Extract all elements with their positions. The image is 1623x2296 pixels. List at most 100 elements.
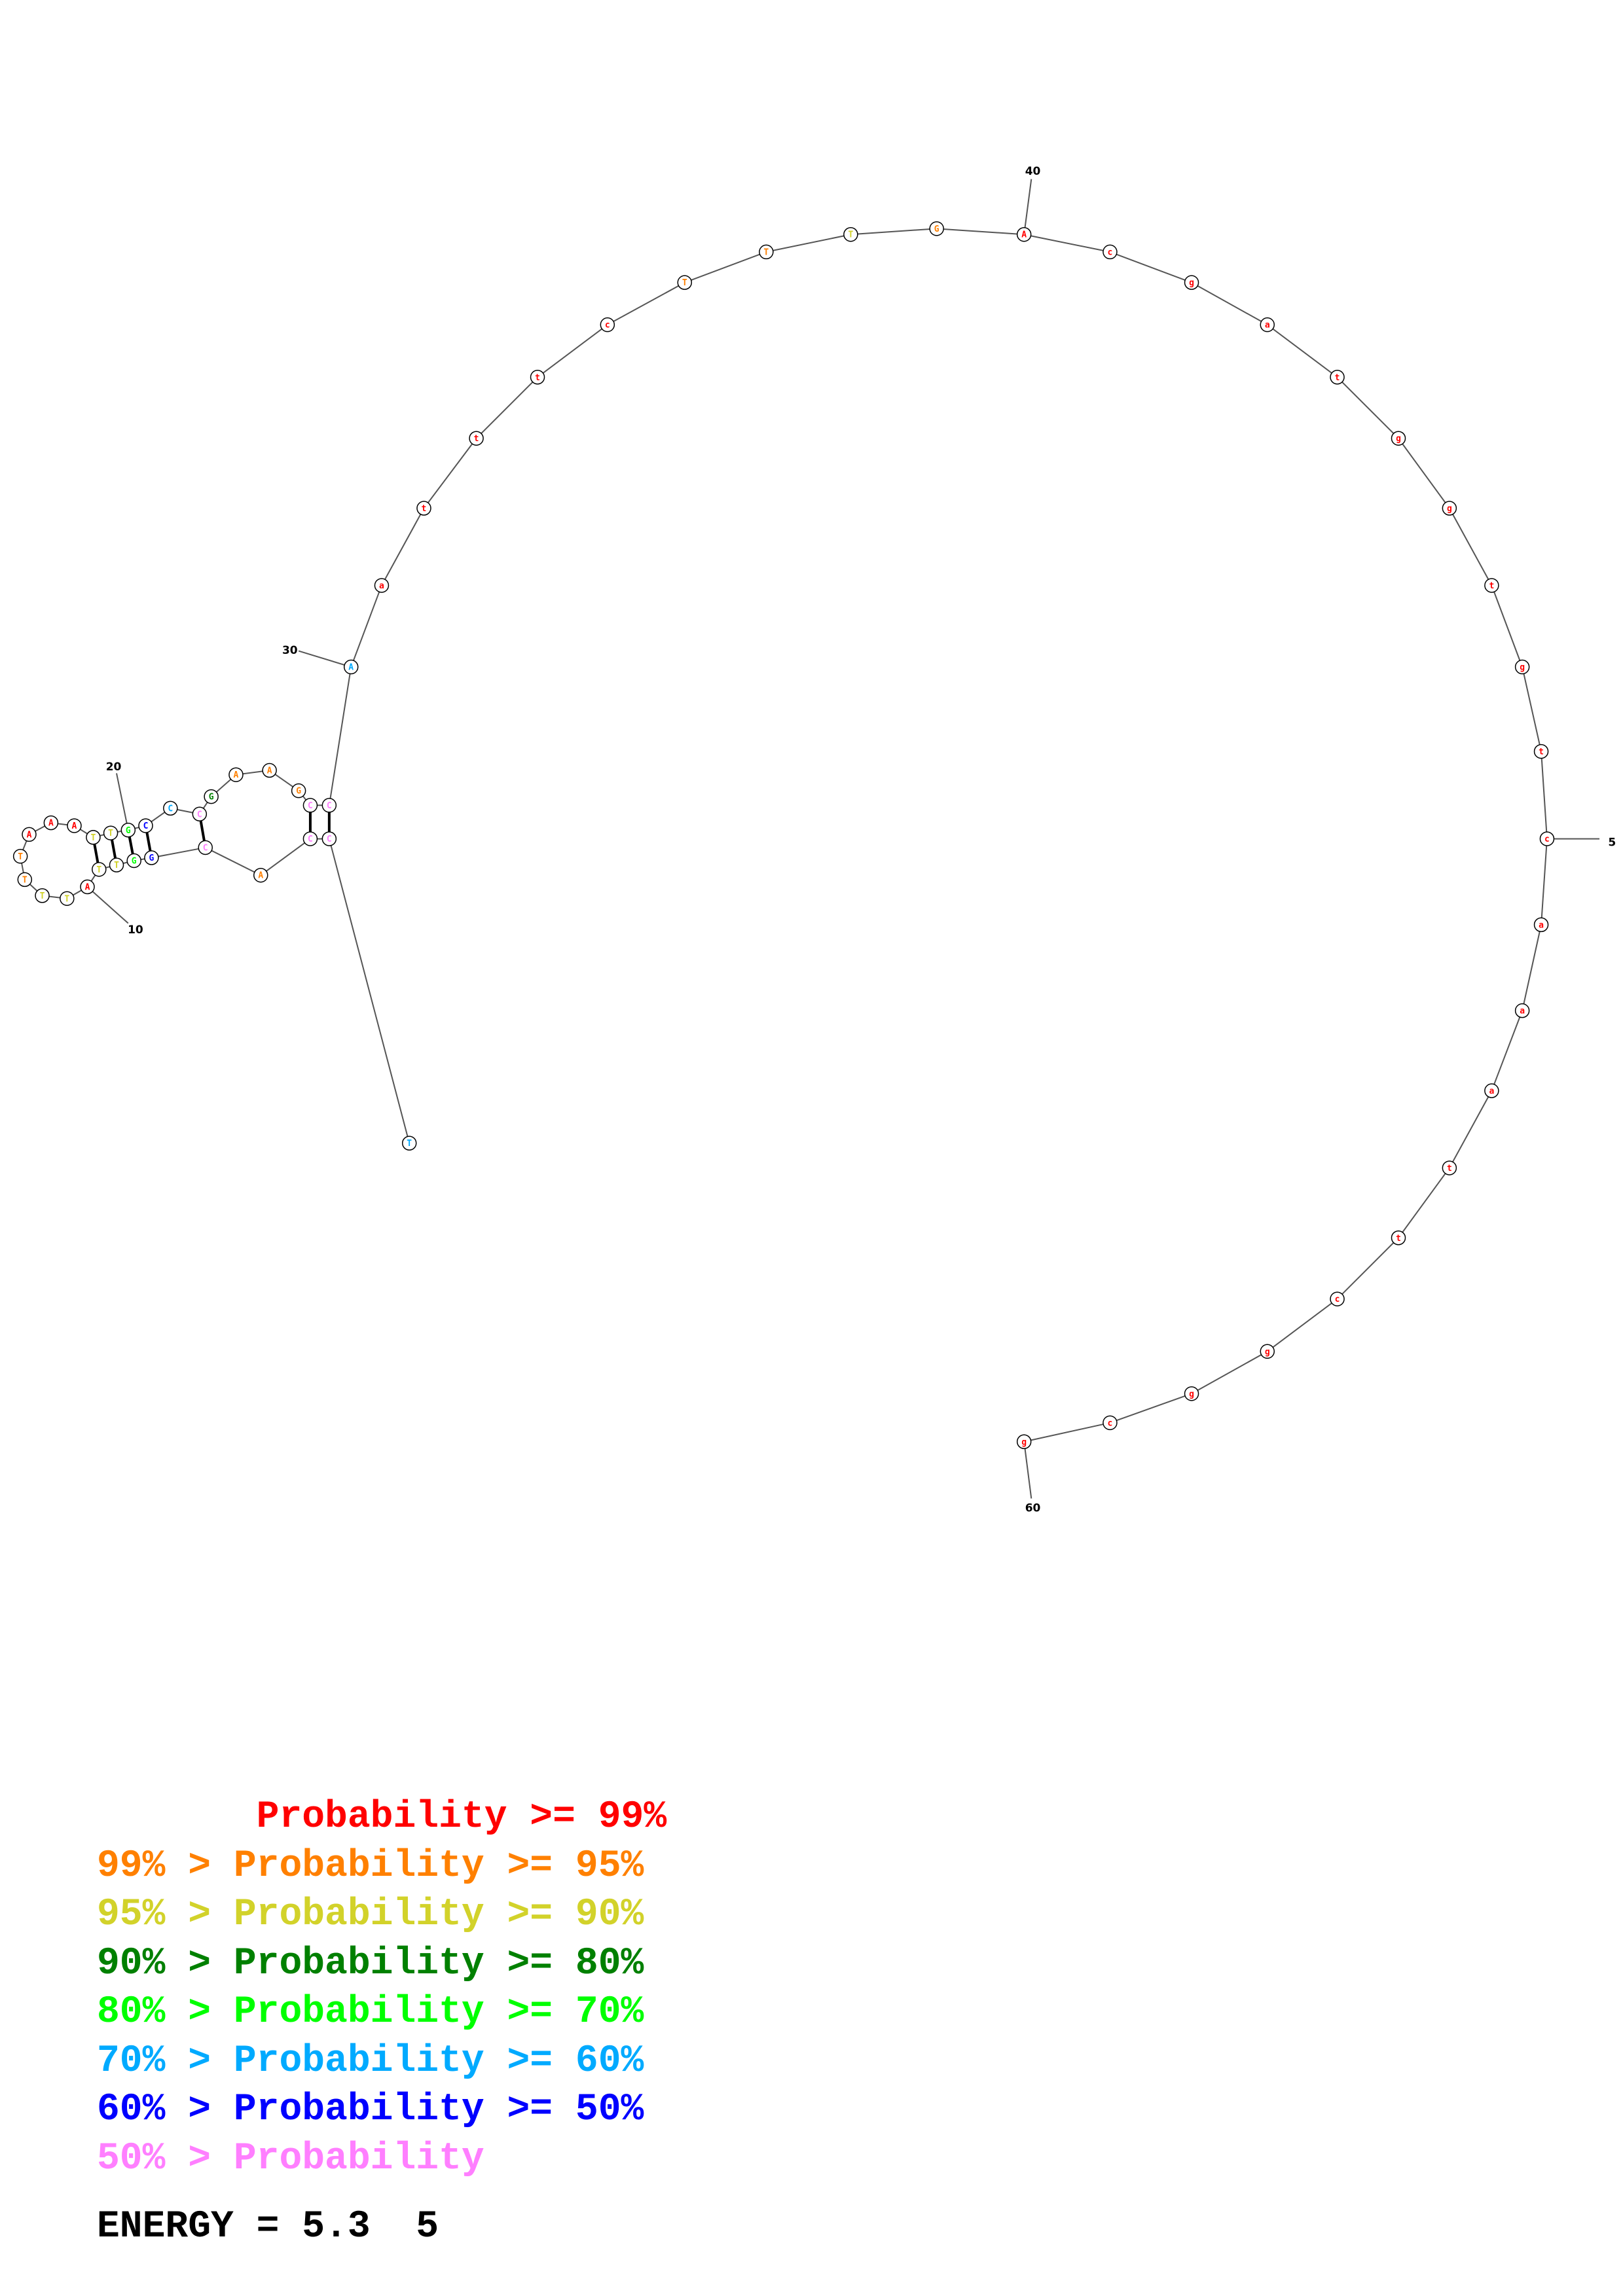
nucleotide: c	[1103, 1415, 1118, 1431]
backbone-segment	[684, 251, 767, 283]
nucleotide: A	[67, 818, 82, 833]
legend-line: 50% > Probability	[97, 2137, 484, 2180]
svg-text:G: G	[934, 224, 939, 234]
backbone-segment	[1191, 1350, 1268, 1395]
svg-text:G: G	[126, 826, 131, 836]
svg-text:T: T	[40, 891, 45, 901]
nucleotide: C	[198, 840, 213, 855]
nucleotide: G	[204, 789, 219, 804]
probability-legend: Probability >= 99% 99% > Probability >= 9…	[97, 1793, 666, 2183]
nucleotide: G	[144, 850, 159, 865]
svg-text:T: T	[22, 875, 27, 885]
nucleotide: T	[60, 891, 75, 906]
backbone-segment	[766, 234, 851, 253]
nucleotide: t	[530, 370, 545, 385]
backbone-segment	[1448, 508, 1493, 586]
legend-line: 95% > Probability >= 90%	[97, 1893, 644, 1936]
nucleotide: A	[343, 659, 359, 675]
backbone-segment	[607, 281, 685, 326]
nucleotide: g	[1184, 1386, 1199, 1401]
backbone-segment	[1267, 324, 1338, 378]
nucleotide: C	[138, 818, 153, 833]
backbone-segment	[1491, 585, 1523, 668]
svg-text:t: t	[1396, 1234, 1401, 1244]
nucleotide: A	[43, 815, 59, 831]
nucleotide: T	[109, 857, 124, 872]
legend-line: 80% > Probability >= 70%	[97, 1991, 644, 2034]
legend-line: 70% > Probability >= 60%	[97, 2039, 644, 2083]
nucleotide: t	[1330, 370, 1345, 385]
nucleotide: C	[321, 831, 337, 846]
svg-text:t: t	[1335, 373, 1340, 383]
backbone-segment	[328, 666, 352, 806]
svg-text:g: g	[1189, 278, 1194, 288]
nucleotide: g	[1442, 501, 1457, 516]
nucleotide: T	[843, 226, 858, 242]
nucleotide: a	[1514, 1003, 1530, 1018]
svg-text:T: T	[407, 1139, 412, 1149]
backbone-segment	[1398, 438, 1450, 509]
nucleotide: t	[469, 431, 484, 446]
nucleotide: c	[1330, 1291, 1345, 1306]
backbone-segment	[1398, 1167, 1450, 1238]
svg-text:G: G	[132, 856, 137, 866]
svg-text:a: a	[1520, 1007, 1525, 1016]
svg-text:T: T	[64, 894, 69, 904]
svg-text:a: a	[379, 581, 384, 591]
backbone-segment	[205, 847, 261, 876]
backbone-segment	[1023, 1422, 1110, 1443]
svg-text:G: G	[149, 853, 154, 863]
backbone-segment	[381, 508, 425, 586]
backbone-segment	[1110, 1393, 1192, 1424]
backbone-segment	[936, 228, 1025, 236]
nucleotide: G	[126, 853, 141, 869]
nucleotide: a	[374, 578, 390, 593]
svg-text:g: g	[1189, 1390, 1194, 1399]
nucleotide: G	[291, 783, 306, 798]
svg-text:A: A	[72, 821, 77, 831]
svg-text:g: g	[1447, 504, 1452, 514]
svg-text:A: A	[258, 871, 263, 881]
backbone-segment	[1191, 281, 1268, 326]
backbone-segment	[1110, 251, 1192, 283]
svg-text:a: a	[1539, 920, 1544, 930]
svg-text:t: t	[474, 434, 479, 444]
tick-line	[1023, 1441, 1032, 1499]
svg-text:A: A	[1021, 230, 1027, 240]
position-ticks: 5 10 20 30 40 60	[86, 165, 1616, 1515]
svg-text:A: A	[348, 663, 354, 673]
svg-text:C: C	[327, 834, 332, 844]
backbone-segment	[1541, 838, 1548, 925]
position-label: 20	[106, 761, 122, 774]
backbone-segment	[423, 438, 477, 509]
svg-text:A: A	[48, 819, 54, 829]
backbone-segment	[260, 838, 311, 876]
nucleotide: a	[1260, 317, 1275, 332]
nucleotide: T	[401, 1136, 417, 1151]
svg-text:T: T	[96, 865, 101, 875]
svg-text:g: g	[1520, 663, 1525, 673]
svg-text:C: C	[327, 801, 332, 811]
svg-text:c: c	[1335, 1295, 1340, 1304]
nucleotide: t	[1533, 744, 1549, 759]
nucleotide: T	[17, 872, 33, 888]
nucleotide: T	[12, 849, 28, 864]
nucleotide: A	[22, 827, 37, 842]
energy-label: ENERGY = 5.3 5	[97, 2206, 439, 2248]
nucleotide: C	[302, 798, 318, 813]
svg-text:c: c	[1544, 834, 1550, 844]
tick-line	[116, 773, 129, 831]
tick-line	[1023, 179, 1032, 235]
svg-text:A: A	[85, 883, 90, 893]
backbone-segment	[1023, 234, 1110, 253]
svg-text:t: t	[422, 504, 427, 514]
backbone-segment	[1267, 1298, 1338, 1352]
nucleotide: T	[86, 830, 101, 845]
nucleotide: T	[677, 275, 692, 290]
svg-text:C: C	[143, 821, 149, 831]
svg-text:t: t	[1447, 1164, 1452, 1174]
nucleotide: C	[192, 806, 208, 822]
svg-text:g: g	[1396, 434, 1401, 444]
svg-text:T: T	[682, 278, 687, 288]
